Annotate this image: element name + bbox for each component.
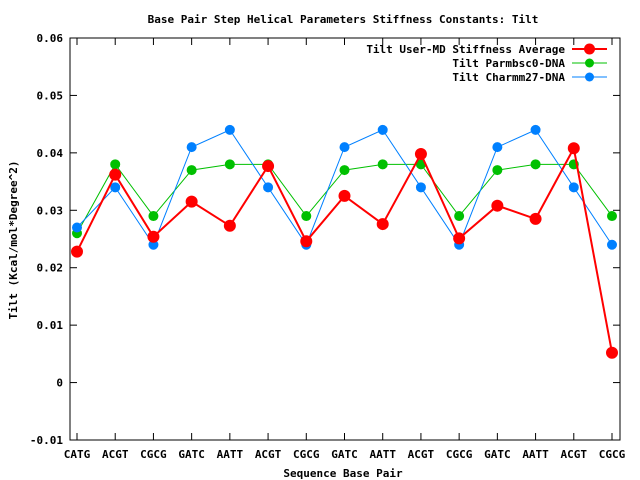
x-tick-label: AATT — [522, 448, 549, 461]
data-point — [109, 168, 122, 181]
legend-item-2: Tilt Charmm27-DNA — [452, 71, 607, 84]
data-point — [568, 182, 579, 193]
data-point — [186, 165, 197, 176]
x-tick-label: GATC — [331, 448, 358, 461]
data-point — [262, 160, 275, 173]
data-point — [377, 124, 388, 135]
data-point — [414, 148, 427, 161]
data-point — [453, 232, 466, 245]
chart-title: Base Pair Step Helical Parameters Stiffn… — [148, 13, 539, 26]
data-point — [339, 142, 350, 153]
legend-swatch-marker — [585, 72, 594, 82]
x-tick-label: CATG — [64, 448, 91, 461]
data-point — [71, 245, 83, 258]
series-line — [76, 145, 613, 353]
data-point — [607, 239, 617, 250]
data-point — [376, 218, 389, 231]
x-tick-label: ACGT — [102, 448, 129, 461]
data-point — [186, 142, 197, 153]
data-point — [606, 346, 618, 359]
y-tick-label: 0.04 — [37, 147, 64, 160]
data-point — [263, 182, 274, 193]
axes: -0.01 0 0.01 0.02 0.03 0.04 0.05 0.06 CATG ACGT CG… — [30, 32, 626, 461]
y-tick-label: -0.01 — [30, 434, 63, 447]
data-point — [224, 124, 235, 135]
x-tick-label: AATT — [369, 448, 396, 461]
legend-swatch-marker — [584, 43, 595, 55]
data-point — [492, 142, 503, 153]
data-point — [110, 182, 121, 193]
legend-item-0: Tilt User-MD Stiffness Average — [366, 43, 607, 56]
data-point — [454, 211, 465, 222]
data-point — [338, 189, 351, 202]
x-tick-label: CGCG — [599, 448, 626, 461]
data-point — [530, 124, 541, 135]
x-tick-label: ACGT — [561, 448, 588, 461]
data-point — [301, 211, 312, 222]
series-2 — [72, 124, 617, 250]
data-point — [224, 159, 235, 170]
data-point — [607, 211, 617, 222]
data-point — [110, 159, 121, 170]
data-point — [185, 195, 198, 208]
data-point — [491, 199, 504, 212]
x-tick-label: ACGT — [255, 448, 282, 461]
y-tick-label: 0.03 — [37, 204, 64, 217]
data-point — [492, 165, 503, 176]
data-point — [529, 212, 542, 225]
data-point — [567, 142, 580, 155]
data-point — [300, 235, 313, 248]
x-tick-label: CGCG — [446, 448, 473, 461]
legend-label: Tilt Charmm27-DNA — [452, 71, 565, 84]
y-tick-label: 0 — [56, 377, 63, 390]
x-axis-label: Sequence Base Pair — [283, 467, 403, 480]
data-point — [223, 219, 236, 232]
x-tick-label: GATC — [178, 448, 205, 461]
series-layer — [71, 124, 618, 359]
series-1 — [72, 159, 617, 239]
y-tick-label: 0.01 — [37, 319, 64, 332]
y-axis-label: Tilt (Kcal/mol*Degree^2) — [7, 161, 20, 320]
x-tick-label: CGCG — [140, 448, 167, 461]
legend-item-1: Tilt Parmbsc0-DNA — [452, 57, 607, 70]
data-point — [415, 182, 426, 193]
data-point — [148, 211, 159, 222]
data-point — [339, 165, 350, 176]
data-point — [377, 159, 388, 170]
y-tick-label: 0.05 — [37, 89, 64, 102]
data-point — [530, 159, 541, 170]
legend-label: Tilt Parmbsc0-DNA — [452, 57, 565, 70]
legend-label: Tilt User-MD Stiffness Average — [366, 43, 565, 56]
data-point — [72, 222, 82, 233]
x-tick-label: ACGT — [408, 448, 435, 461]
x-tick-label: GATC — [484, 448, 511, 461]
legend-swatch-marker — [585, 58, 594, 68]
x-tick-label: CGCG — [293, 448, 320, 461]
series-0 — [71, 142, 618, 359]
y-tick-label: 0.06 — [37, 32, 64, 45]
x-tick-label: AATT — [217, 448, 244, 461]
data-point — [147, 230, 160, 243]
y-tick-label: 0.02 — [37, 262, 64, 275]
